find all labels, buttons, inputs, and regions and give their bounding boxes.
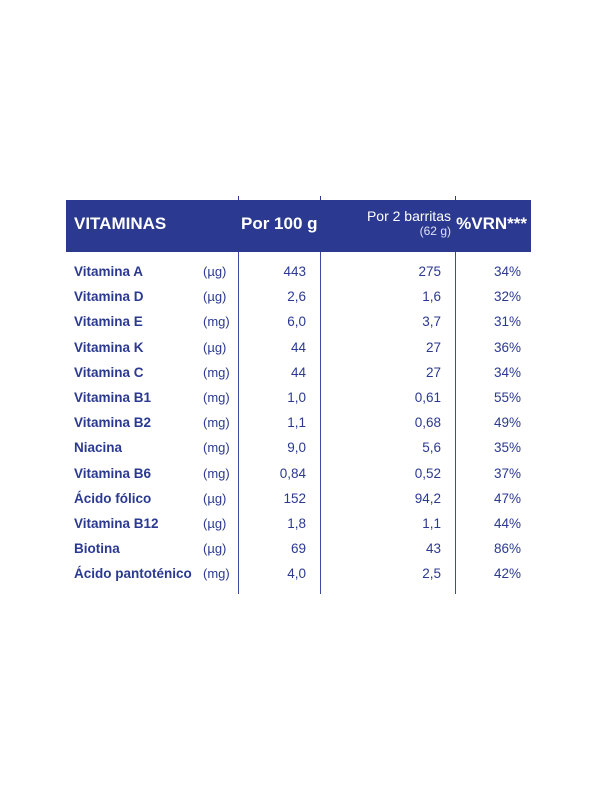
column-tick bbox=[238, 196, 239, 200]
value-per-100g: 44 bbox=[290, 364, 306, 380]
table-row: Vitamina E (mg) 6,0 3,7 31% bbox=[66, 312, 531, 337]
unit: (µg) bbox=[203, 490, 227, 506]
value-vrn: 35% bbox=[493, 440, 521, 456]
value-vrn: 55% bbox=[493, 389, 521, 405]
vitamin-name: Vitamina C bbox=[74, 364, 144, 380]
table-row: Vitamina B1 (mg) 1,0 0,61 55% bbox=[66, 388, 531, 413]
table-row: Ácido pantoténico (mg) 4,0 2,5 42% bbox=[66, 564, 531, 589]
value-vrn: 47% bbox=[493, 490, 521, 506]
unit: (mg) bbox=[203, 566, 230, 582]
unit: (mg) bbox=[203, 314, 230, 330]
value-per-100g: 1,8 bbox=[287, 515, 306, 531]
vitamin-name: Vitamina D bbox=[74, 289, 144, 305]
value-vrn: 34% bbox=[493, 364, 521, 380]
value-per-100g: 1,1 bbox=[287, 415, 306, 431]
unit: (mg) bbox=[203, 465, 230, 481]
value-per-2-bars: 2,5 bbox=[422, 566, 441, 582]
value-vrn: 31% bbox=[493, 314, 521, 330]
column-tick bbox=[320, 196, 321, 200]
value-per-2-bars: 1,6 bbox=[422, 289, 441, 305]
column-divider bbox=[455, 252, 456, 594]
table-row: Vitamina B2 (mg) 1,1 0,68 49% bbox=[66, 413, 531, 438]
vitamin-name: Ácido pantoténico bbox=[74, 566, 192, 582]
value-per-100g: 0,84 bbox=[279, 465, 306, 481]
unit: (mg) bbox=[203, 389, 230, 405]
value-per-100g: 152 bbox=[283, 490, 306, 506]
value-per-2-bars: 275 bbox=[418, 264, 441, 279]
vitamin-name: Vitamina K bbox=[74, 339, 144, 355]
value-vrn: 42% bbox=[493, 566, 521, 582]
header-per-100g: Por 100 g bbox=[241, 214, 318, 233]
value-per-100g: 1,0 bbox=[287, 389, 306, 405]
vitamin-name: Vitamina B2 bbox=[74, 415, 152, 431]
unit: (µg) bbox=[203, 264, 227, 279]
value-per-2-bars: 43 bbox=[425, 541, 441, 557]
table-header: VITAMINAS Por 100 g Por 2 barritas (62 g… bbox=[66, 200, 531, 252]
column-divider bbox=[238, 252, 239, 594]
value-vrn: 49% bbox=[493, 415, 521, 431]
value-per-2-bars: 94,2 bbox=[414, 490, 441, 506]
value-vrn: 44% bbox=[493, 515, 521, 531]
value-per-2-bars: 0,68 bbox=[414, 415, 441, 431]
column-divider bbox=[320, 252, 321, 594]
header-vrn: %VRN*** bbox=[456, 214, 527, 233]
table-body: Vitamina A (µg) 443 275 34% Vitamina D (… bbox=[66, 262, 531, 589]
value-vrn: 34% bbox=[493, 264, 521, 279]
value-per-100g: 44 bbox=[290, 339, 306, 355]
unit: (mg) bbox=[203, 364, 230, 380]
table-row: Vitamina D (µg) 2,6 1,6 32% bbox=[66, 287, 531, 312]
value-per-100g: 4,0 bbox=[287, 566, 306, 582]
vitamin-name: Vitamina E bbox=[74, 314, 143, 330]
column-tick bbox=[455, 196, 456, 200]
value-per-100g: 9,0 bbox=[287, 440, 306, 456]
vitamin-name: Vitamina B12 bbox=[74, 515, 159, 531]
header-per-2-bars-weight: (62 g) bbox=[419, 224, 451, 238]
header-per-2-bars-label: Por 2 barritas bbox=[366, 208, 451, 224]
value-per-2-bars: 27 bbox=[425, 364, 441, 380]
unit: (µg) bbox=[203, 339, 227, 355]
value-per-2-bars: 3,7 bbox=[422, 314, 441, 330]
vitamin-name: Niacina bbox=[74, 440, 123, 456]
value-per-100g: 69 bbox=[290, 541, 306, 557]
header-vitaminas: VITAMINAS bbox=[74, 214, 167, 233]
value-per-100g: 2,6 bbox=[287, 289, 306, 305]
table-row: Ácido fólico (µg) 152 94,2 47% bbox=[66, 489, 531, 514]
value-per-2-bars: 0,61 bbox=[414, 389, 441, 405]
table-row: Biotina (µg) 69 43 86% bbox=[66, 539, 531, 564]
table-row: Vitamina A (µg) 443 275 34% bbox=[66, 262, 531, 287]
value-vrn: 86% bbox=[493, 541, 521, 557]
vitamin-name: Vitamina A bbox=[74, 264, 144, 279]
value-per-2-bars: 1,1 bbox=[422, 515, 441, 531]
vitamins-table: VITAMINAS Por 100 g Por 2 barritas (62 g… bbox=[66, 200, 531, 252]
vitamin-name: Vitamina B6 bbox=[74, 465, 152, 481]
value-per-100g: 6,0 bbox=[287, 314, 306, 330]
value-per-2-bars: 27 bbox=[425, 339, 441, 355]
table-row: Niacina (mg) 9,0 5,6 35% bbox=[66, 438, 531, 463]
value-per-100g: 443 bbox=[283, 264, 306, 279]
header-per-2-bars: Por 2 barritas (62 g) bbox=[367, 209, 451, 239]
value-vrn: 32% bbox=[493, 289, 521, 305]
unit: (µg) bbox=[203, 515, 227, 531]
unit: (mg) bbox=[203, 415, 230, 431]
table-row: Vitamina B12 (µg) 1,8 1,1 44% bbox=[66, 514, 531, 539]
unit: (mg) bbox=[203, 440, 230, 456]
vitamin-name: Vitamina B1 bbox=[74, 389, 152, 405]
vitamin-name: Biotina bbox=[74, 541, 120, 557]
value-vrn: 37% bbox=[493, 465, 521, 481]
unit: (µg) bbox=[203, 541, 227, 557]
value-per-2-bars: 5,6 bbox=[422, 440, 441, 456]
unit: (µg) bbox=[203, 289, 227, 305]
value-per-2-bars: 0,52 bbox=[414, 465, 441, 481]
table-row: Vitamina K (µg) 44 27 36% bbox=[66, 338, 531, 363]
value-vrn: 36% bbox=[493, 339, 521, 355]
table-row: Vitamina C (mg) 44 27 34% bbox=[66, 363, 531, 388]
vitamin-name: Ácido fólico bbox=[74, 490, 152, 506]
table-row: Vitamina B6 (mg) 0,84 0,52 37% bbox=[66, 464, 531, 489]
